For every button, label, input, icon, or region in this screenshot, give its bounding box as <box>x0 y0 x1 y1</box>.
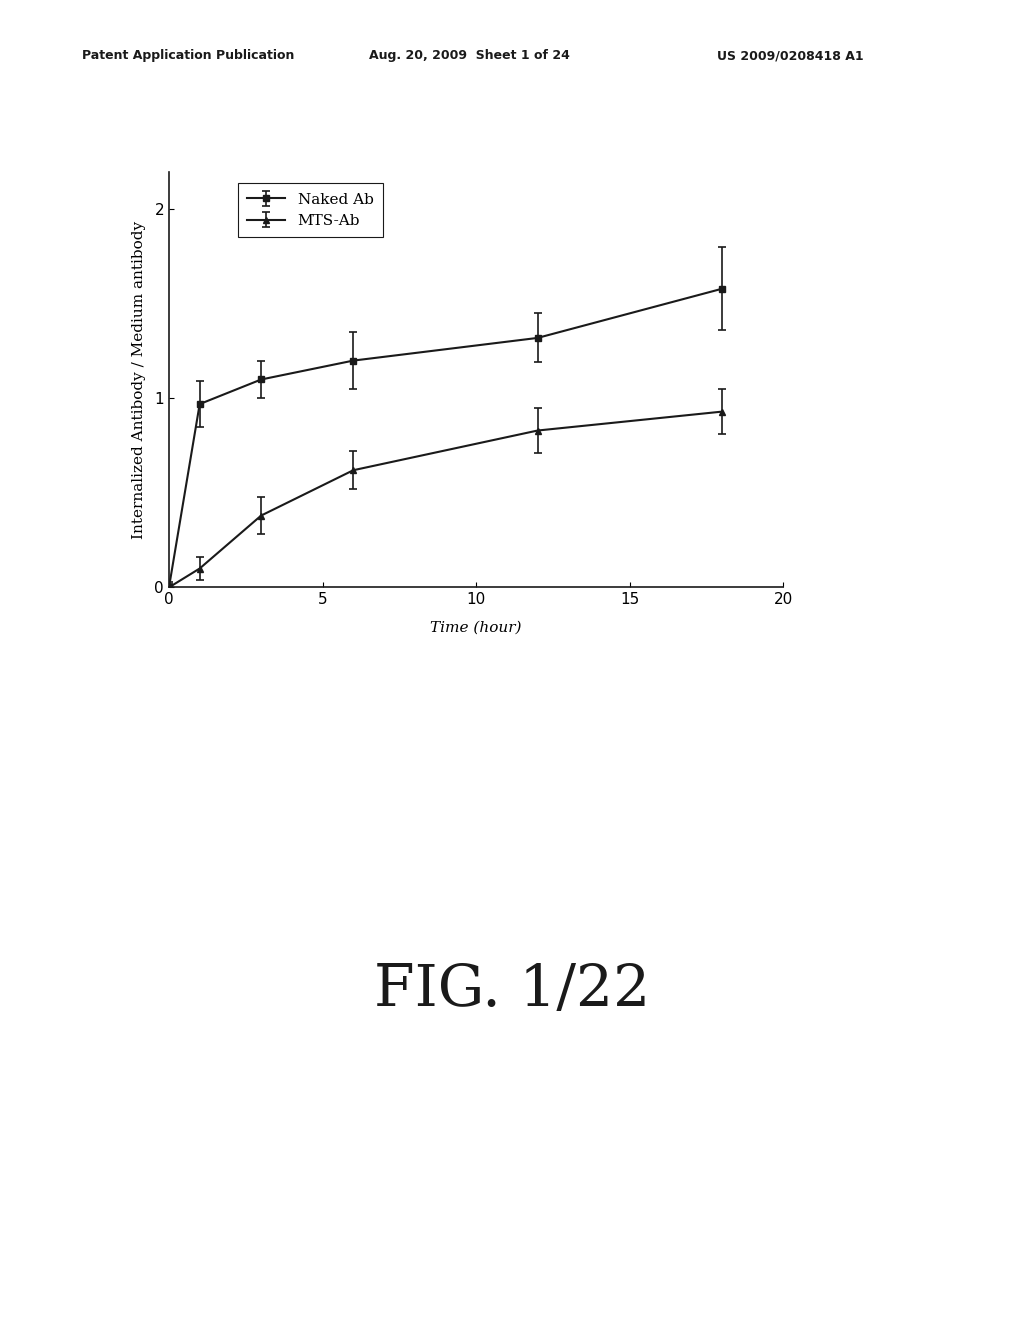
Text: Aug. 20, 2009  Sheet 1 of 24: Aug. 20, 2009 Sheet 1 of 24 <box>369 49 569 62</box>
Y-axis label: Internalized Antibody / Medium antibody: Internalized Antibody / Medium antibody <box>132 220 146 539</box>
Text: US 2009/0208418 A1: US 2009/0208418 A1 <box>717 49 863 62</box>
X-axis label: Time (hour): Time (hour) <box>430 622 522 635</box>
Legend: Naked Ab, MTS-Ab: Naked Ab, MTS-Ab <box>238 183 383 238</box>
Text: FIG. 1/22: FIG. 1/22 <box>374 962 650 1018</box>
Text: Patent Application Publication: Patent Application Publication <box>82 49 294 62</box>
